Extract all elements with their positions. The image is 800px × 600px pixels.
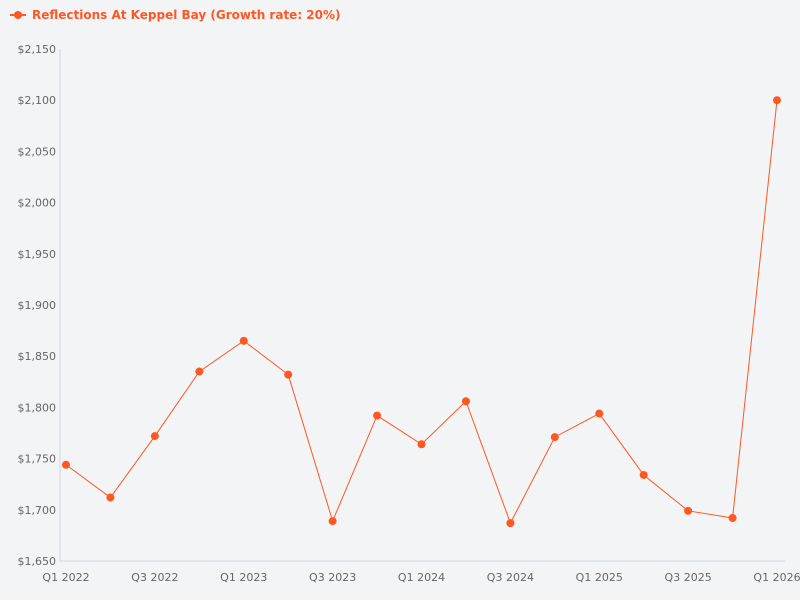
x-tick-label: Q1 2022 bbox=[42, 571, 89, 584]
y-tick-label: $2,050 bbox=[18, 145, 57, 158]
data-point[interactable] bbox=[195, 367, 204, 376]
data-point[interactable] bbox=[684, 506, 693, 515]
x-tick-label: Q3 2025 bbox=[665, 571, 712, 584]
x-tick-label: Q3 2024 bbox=[487, 571, 534, 584]
x-tick-label: Q1 2024 bbox=[398, 571, 445, 584]
data-point[interactable] bbox=[773, 96, 781, 105]
y-tick-label: $2,100 bbox=[18, 94, 57, 107]
y-tick-label: $1,650 bbox=[18, 555, 57, 568]
data-point[interactable] bbox=[506, 519, 515, 528]
data-point[interactable] bbox=[639, 470, 648, 479]
x-tick-label: Q1 2026 bbox=[753, 571, 800, 584]
data-point[interactable] bbox=[284, 370, 293, 379]
y-tick-label: $2,000 bbox=[18, 197, 57, 210]
data-point[interactable] bbox=[150, 432, 159, 441]
data-point[interactable] bbox=[728, 513, 737, 522]
data-point[interactable] bbox=[595, 409, 604, 418]
legend-line-marker-icon bbox=[10, 11, 26, 19]
x-tick-label: Q3 2023 bbox=[309, 571, 356, 584]
data-point[interactable] bbox=[106, 493, 115, 502]
y-tick-label: $1,750 bbox=[18, 453, 57, 466]
y-tick-label: $1,800 bbox=[18, 401, 57, 414]
legend[interactable]: Reflections At Keppel Bay (Growth rate: … bbox=[10, 8, 341, 22]
x-tick-label: Q1 2023 bbox=[220, 571, 267, 584]
data-point[interactable] bbox=[328, 517, 337, 526]
x-tick-label: Q1 2025 bbox=[576, 571, 623, 584]
data-point[interactable] bbox=[239, 336, 248, 345]
data-point[interactable] bbox=[62, 460, 70, 469]
data-point[interactable] bbox=[373, 411, 382, 420]
data-point[interactable] bbox=[417, 440, 426, 449]
x-tick-label: Q3 2022 bbox=[131, 571, 178, 584]
y-tick-label: $1,950 bbox=[18, 248, 57, 261]
y-tick-label: $1,850 bbox=[18, 350, 57, 363]
data-point[interactable] bbox=[550, 433, 559, 442]
series-line bbox=[65, 100, 778, 525]
data-point[interactable] bbox=[461, 397, 470, 406]
legend-label: Reflections At Keppel Bay (Growth rate: … bbox=[32, 8, 341, 22]
y-tick-label: $1,900 bbox=[18, 299, 57, 312]
y-tick-label: $1,700 bbox=[18, 504, 57, 517]
y-tick-label: $2,150 bbox=[18, 43, 57, 56]
